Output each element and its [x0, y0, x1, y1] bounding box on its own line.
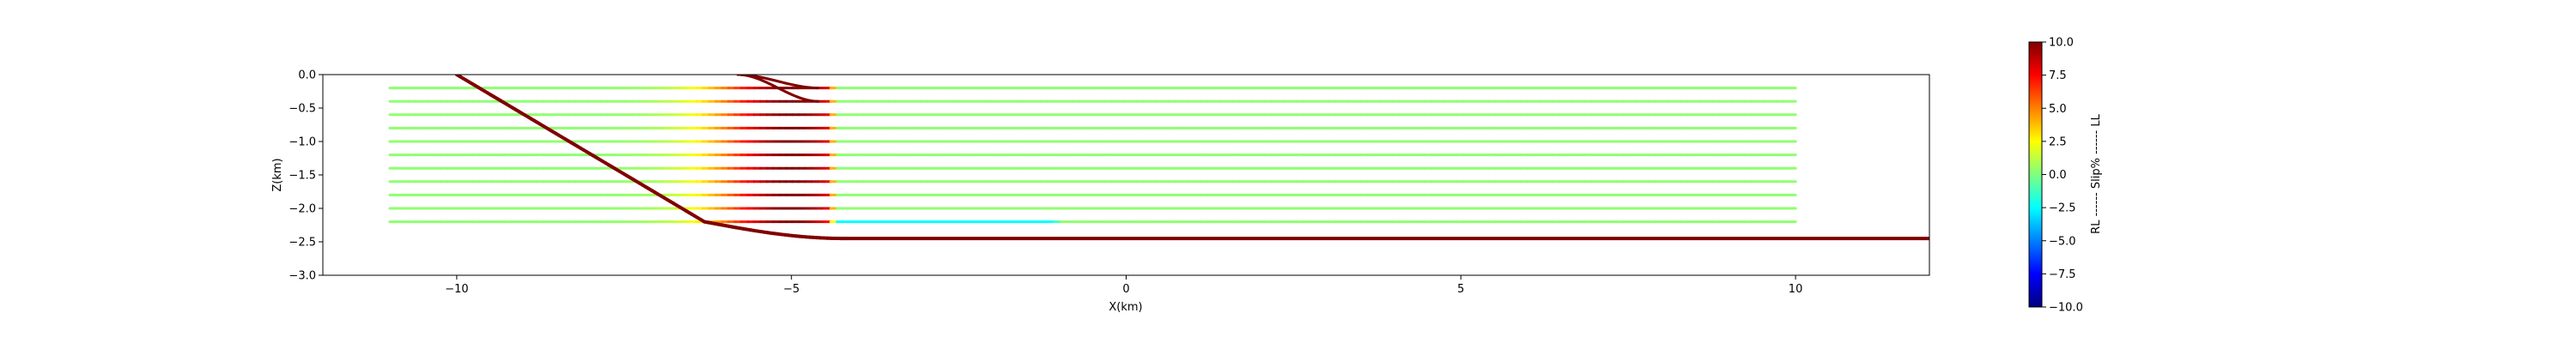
colorbar-gradient — [2028, 41, 2043, 308]
upper-bend-trace — [736, 75, 820, 103]
colorbar-tick-label: 0.0 — [2049, 169, 2067, 182]
colorbar-ticks: 10.0 7.5 5.0 2.5 0.0 −2.5 −5.0 −7.5 −10.0 — [2042, 37, 2083, 315]
plot-background — [323, 75, 1929, 275]
x-tick-label: −10 — [445, 283, 468, 296]
plot-area — [322, 74, 1930, 276]
colorbar-tick-label: −10.0 — [2049, 302, 2083, 315]
colorbar-tick-label: 2.5 — [2049, 135, 2067, 148]
x-tick-label: 5 — [1457, 283, 1464, 296]
y-tick-label: 0.0 — [298, 69, 316, 82]
y-axis-label: Z(km) — [271, 158, 284, 191]
x-tick-label: 10 — [1789, 283, 1803, 296]
x-axis-label: X(km) — [1109, 301, 1142, 314]
colorbar-tick-label: 10.0 — [2049, 37, 2074, 50]
colorbar-tick-label: −7.5 — [2049, 268, 2076, 281]
colorbar-label: RL ------ Slip% ------ LL — [2090, 113, 2103, 233]
x-tick-label: −5 — [783, 283, 799, 296]
y-tick-label: −1.0 — [289, 136, 316, 149]
colorbar-tick-label: −5.0 — [2049, 235, 2076, 248]
main-fault-trace — [454, 75, 1929, 241]
y-tick-label: −2.0 — [289, 203, 316, 216]
colorbar-tick-label: 7.5 — [2049, 69, 2067, 82]
y-tick-label: −2.5 — [289, 237, 316, 250]
colorbar-tick-label: −2.5 — [2049, 202, 2076, 215]
y-tick-label: −0.5 — [289, 103, 316, 116]
y-tick-label: −3.0 — [289, 270, 316, 283]
colorbar: 10.0 7.5 5.0 2.5 0.0 −2.5 −5.0 −7.5 −10.0 RL ---… — [2028, 37, 2103, 315]
y-axis: 0.0 −0.5 −1.0 −1.5 −2.0 −2.5 −3.0 — [289, 69, 323, 283]
x-axis: −10 −5 0 5 10 — [445, 275, 1802, 296]
colorbar-tick-label: 5.0 — [2049, 103, 2067, 116]
fault-traces — [388, 75, 1929, 241]
y-tick-label: −1.5 — [289, 170, 316, 183]
x-tick-label: 0 — [1122, 283, 1129, 296]
